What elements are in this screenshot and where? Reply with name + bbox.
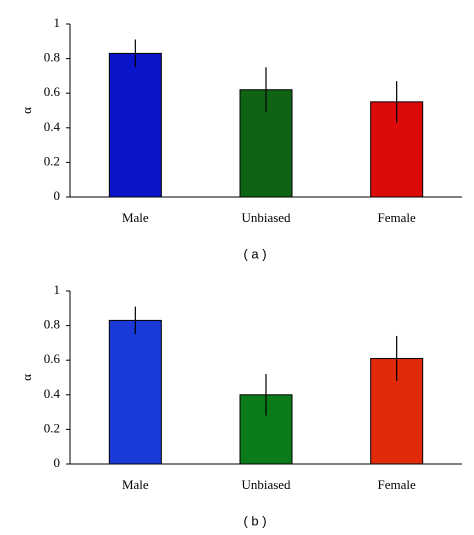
y-tick-label: 0.4 bbox=[44, 119, 61, 134]
y-tick-label: 0.6 bbox=[44, 351, 61, 366]
y-tick-label: 1 bbox=[54, 282, 61, 297]
y-tick-label: 0.6 bbox=[44, 84, 61, 99]
y-tick-label: 0.2 bbox=[44, 420, 60, 435]
y-tick-label: 0.8 bbox=[44, 317, 60, 332]
y-tick-label: 1 bbox=[54, 15, 61, 30]
x-tick-label: Male bbox=[122, 210, 149, 225]
y-tick-label: 0.2 bbox=[44, 153, 60, 168]
x-tick-label: Female bbox=[378, 210, 416, 225]
y-tick-label: 0 bbox=[54, 455, 61, 470]
bar bbox=[108, 52, 162, 198]
x-tick-label: Unbiased bbox=[241, 477, 291, 492]
x-tick-label: Female bbox=[378, 477, 416, 492]
caption: ( b ) bbox=[243, 513, 266, 528]
y-tick-label: 0 bbox=[54, 188, 61, 203]
x-tick-label: Unbiased bbox=[241, 210, 291, 225]
bar bbox=[108, 319, 162, 465]
y-tick-label: 0.4 bbox=[44, 386, 61, 401]
caption: ( a ) bbox=[243, 246, 266, 261]
y-axis-label: α bbox=[19, 374, 34, 381]
y-tick-label: 0.8 bbox=[44, 50, 60, 65]
y-axis-label: α bbox=[19, 107, 34, 114]
x-tick-label: Male bbox=[122, 477, 149, 492]
